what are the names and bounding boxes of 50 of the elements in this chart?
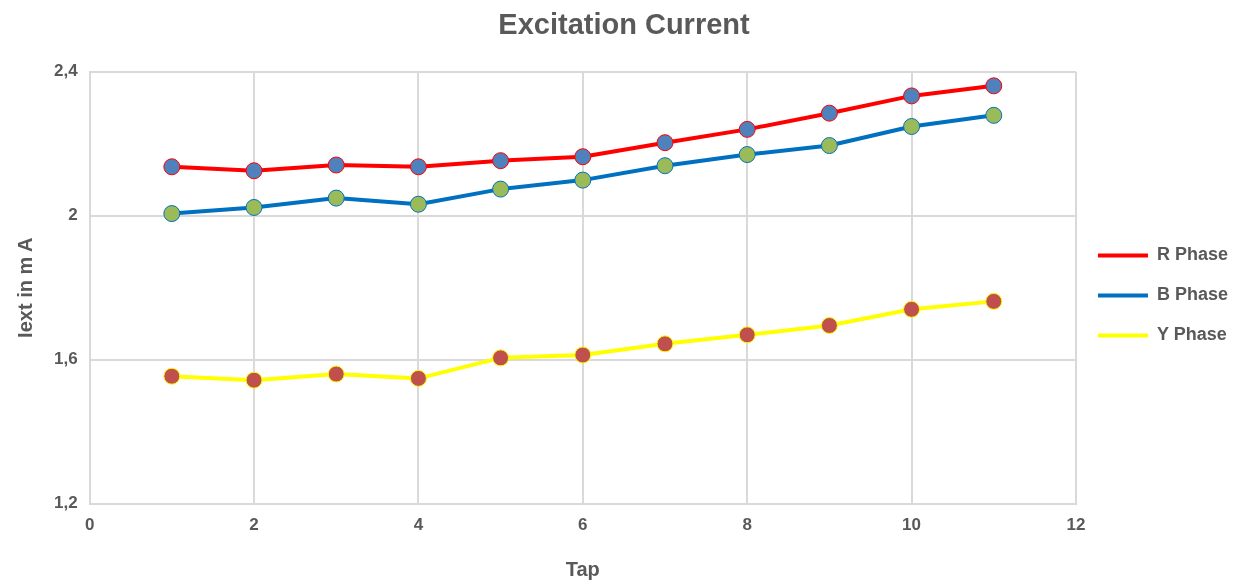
point <box>163 158 181 176</box>
point <box>492 349 510 367</box>
point <box>903 87 921 105</box>
point <box>409 158 427 176</box>
point <box>903 300 921 318</box>
point <box>985 106 1003 124</box>
x-tick-label: 2 <box>249 515 259 535</box>
point <box>492 152 510 170</box>
y-axis-title: Iext in m A <box>13 237 36 338</box>
x-tick-label: 0 <box>84 515 95 535</box>
y-tick-label: 2 <box>68 205 78 225</box>
point <box>245 198 263 216</box>
point <box>985 77 1003 95</box>
point <box>738 146 756 164</box>
point <box>574 346 592 364</box>
point <box>409 369 427 387</box>
y-tick-label: 1,6 <box>53 349 78 369</box>
point <box>574 171 592 189</box>
point <box>820 104 838 122</box>
point <box>327 156 345 174</box>
point <box>656 157 674 175</box>
point <box>985 292 1003 310</box>
y-tick-label: 2,4 <box>53 61 79 81</box>
point <box>738 120 756 138</box>
x-tick-label: 12 <box>1066 515 1086 535</box>
point <box>327 365 345 383</box>
point <box>820 137 838 155</box>
point <box>492 180 510 198</box>
legend-label: R Phase <box>1156 244 1229 265</box>
x-tick-label: 10 <box>902 515 922 535</box>
y-tick-label: 1,2 <box>53 493 78 513</box>
point <box>163 205 181 223</box>
point <box>738 326 756 344</box>
point <box>245 371 263 389</box>
point <box>574 148 592 166</box>
chart-title: Excitation Current <box>498 8 751 41</box>
point <box>245 162 263 180</box>
point <box>163 367 181 385</box>
x-tick-label: 4 <box>413 515 424 535</box>
point <box>656 134 674 152</box>
point <box>656 335 674 353</box>
x-tick-label: 6 <box>578 515 588 535</box>
point <box>409 195 427 213</box>
x-axis-title: Tap <box>565 557 600 580</box>
x-tick-label: 8 <box>742 515 752 535</box>
point <box>820 316 838 334</box>
point <box>903 118 921 135</box>
point <box>327 189 345 207</box>
legend-label: B Phase <box>1156 284 1229 305</box>
legend-label: Y Phase <box>1156 324 1227 345</box>
